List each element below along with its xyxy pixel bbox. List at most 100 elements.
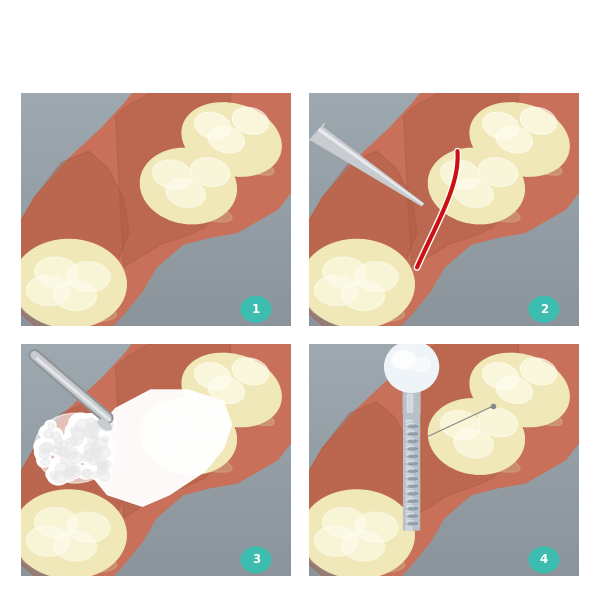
Bar: [21, 253, 291, 262]
Ellipse shape: [323, 257, 365, 287]
Bar: [309, 432, 579, 440]
Bar: [309, 149, 579, 157]
Bar: [21, 141, 291, 149]
Circle shape: [77, 443, 101, 463]
Bar: [309, 85, 579, 93]
Ellipse shape: [408, 463, 418, 465]
Circle shape: [79, 438, 98, 455]
Ellipse shape: [404, 453, 419, 458]
Bar: [309, 245, 579, 254]
Ellipse shape: [391, 350, 416, 369]
Bar: [309, 310, 579, 318]
Ellipse shape: [488, 141, 562, 175]
Bar: [309, 269, 579, 278]
Ellipse shape: [404, 438, 419, 443]
Circle shape: [67, 466, 76, 474]
Circle shape: [529, 547, 559, 572]
Bar: [309, 133, 579, 142]
Bar: [21, 416, 291, 424]
Circle shape: [94, 421, 101, 428]
Circle shape: [97, 466, 108, 475]
Ellipse shape: [200, 141, 274, 175]
Ellipse shape: [408, 500, 418, 502]
Bar: [21, 173, 291, 181]
Circle shape: [54, 442, 62, 448]
Ellipse shape: [26, 526, 70, 556]
Ellipse shape: [406, 498, 414, 500]
Circle shape: [80, 413, 98, 429]
Bar: [21, 229, 291, 238]
Ellipse shape: [412, 358, 430, 371]
Circle shape: [89, 469, 100, 478]
Bar: [21, 165, 291, 173]
Bar: [309, 101, 579, 109]
Ellipse shape: [152, 160, 192, 189]
Circle shape: [65, 421, 89, 442]
Circle shape: [79, 421, 100, 439]
Circle shape: [70, 434, 83, 446]
Bar: [21, 536, 291, 544]
Circle shape: [57, 454, 70, 465]
Ellipse shape: [190, 408, 230, 437]
Circle shape: [48, 423, 55, 429]
Circle shape: [83, 431, 100, 446]
Ellipse shape: [182, 103, 281, 176]
Circle shape: [79, 465, 94, 479]
Ellipse shape: [408, 478, 418, 480]
Polygon shape: [8, 332, 305, 587]
Circle shape: [88, 436, 98, 445]
Bar: [309, 536, 579, 544]
Bar: [309, 165, 579, 173]
Circle shape: [95, 458, 106, 467]
Ellipse shape: [67, 512, 110, 542]
Ellipse shape: [35, 508, 77, 538]
Circle shape: [64, 471, 76, 481]
Bar: [21, 181, 291, 190]
Bar: [309, 464, 579, 472]
Bar: [21, 440, 291, 448]
Ellipse shape: [470, 353, 569, 427]
Circle shape: [69, 413, 93, 434]
FancyBboxPatch shape: [406, 420, 412, 530]
Ellipse shape: [152, 410, 192, 439]
Circle shape: [59, 440, 68, 448]
Ellipse shape: [404, 490, 419, 495]
Ellipse shape: [406, 476, 414, 478]
Bar: [21, 310, 291, 318]
Ellipse shape: [408, 493, 418, 495]
Ellipse shape: [23, 301, 116, 323]
Bar: [309, 253, 579, 262]
Bar: [21, 568, 291, 576]
Ellipse shape: [496, 126, 532, 153]
Bar: [21, 221, 291, 230]
Bar: [309, 335, 579, 344]
Circle shape: [91, 449, 103, 458]
Circle shape: [67, 462, 82, 475]
Circle shape: [90, 418, 103, 429]
Circle shape: [98, 461, 108, 470]
Bar: [309, 229, 579, 238]
Bar: [309, 568, 579, 576]
Ellipse shape: [406, 446, 414, 448]
Circle shape: [88, 424, 99, 433]
Bar: [309, 448, 579, 456]
Bar: [21, 157, 291, 166]
Circle shape: [91, 426, 98, 432]
Ellipse shape: [408, 522, 418, 524]
Circle shape: [50, 439, 64, 449]
Ellipse shape: [406, 438, 414, 440]
Ellipse shape: [404, 445, 419, 451]
Ellipse shape: [408, 470, 418, 472]
Circle shape: [241, 547, 271, 572]
Ellipse shape: [404, 460, 419, 465]
Bar: [309, 424, 579, 432]
FancyBboxPatch shape: [404, 413, 419, 530]
Circle shape: [83, 418, 103, 435]
Bar: [309, 262, 579, 269]
Bar: [309, 93, 579, 101]
Circle shape: [72, 470, 80, 477]
Bar: [21, 432, 291, 440]
Ellipse shape: [406, 505, 414, 508]
Ellipse shape: [190, 158, 230, 187]
Bar: [309, 189, 579, 197]
